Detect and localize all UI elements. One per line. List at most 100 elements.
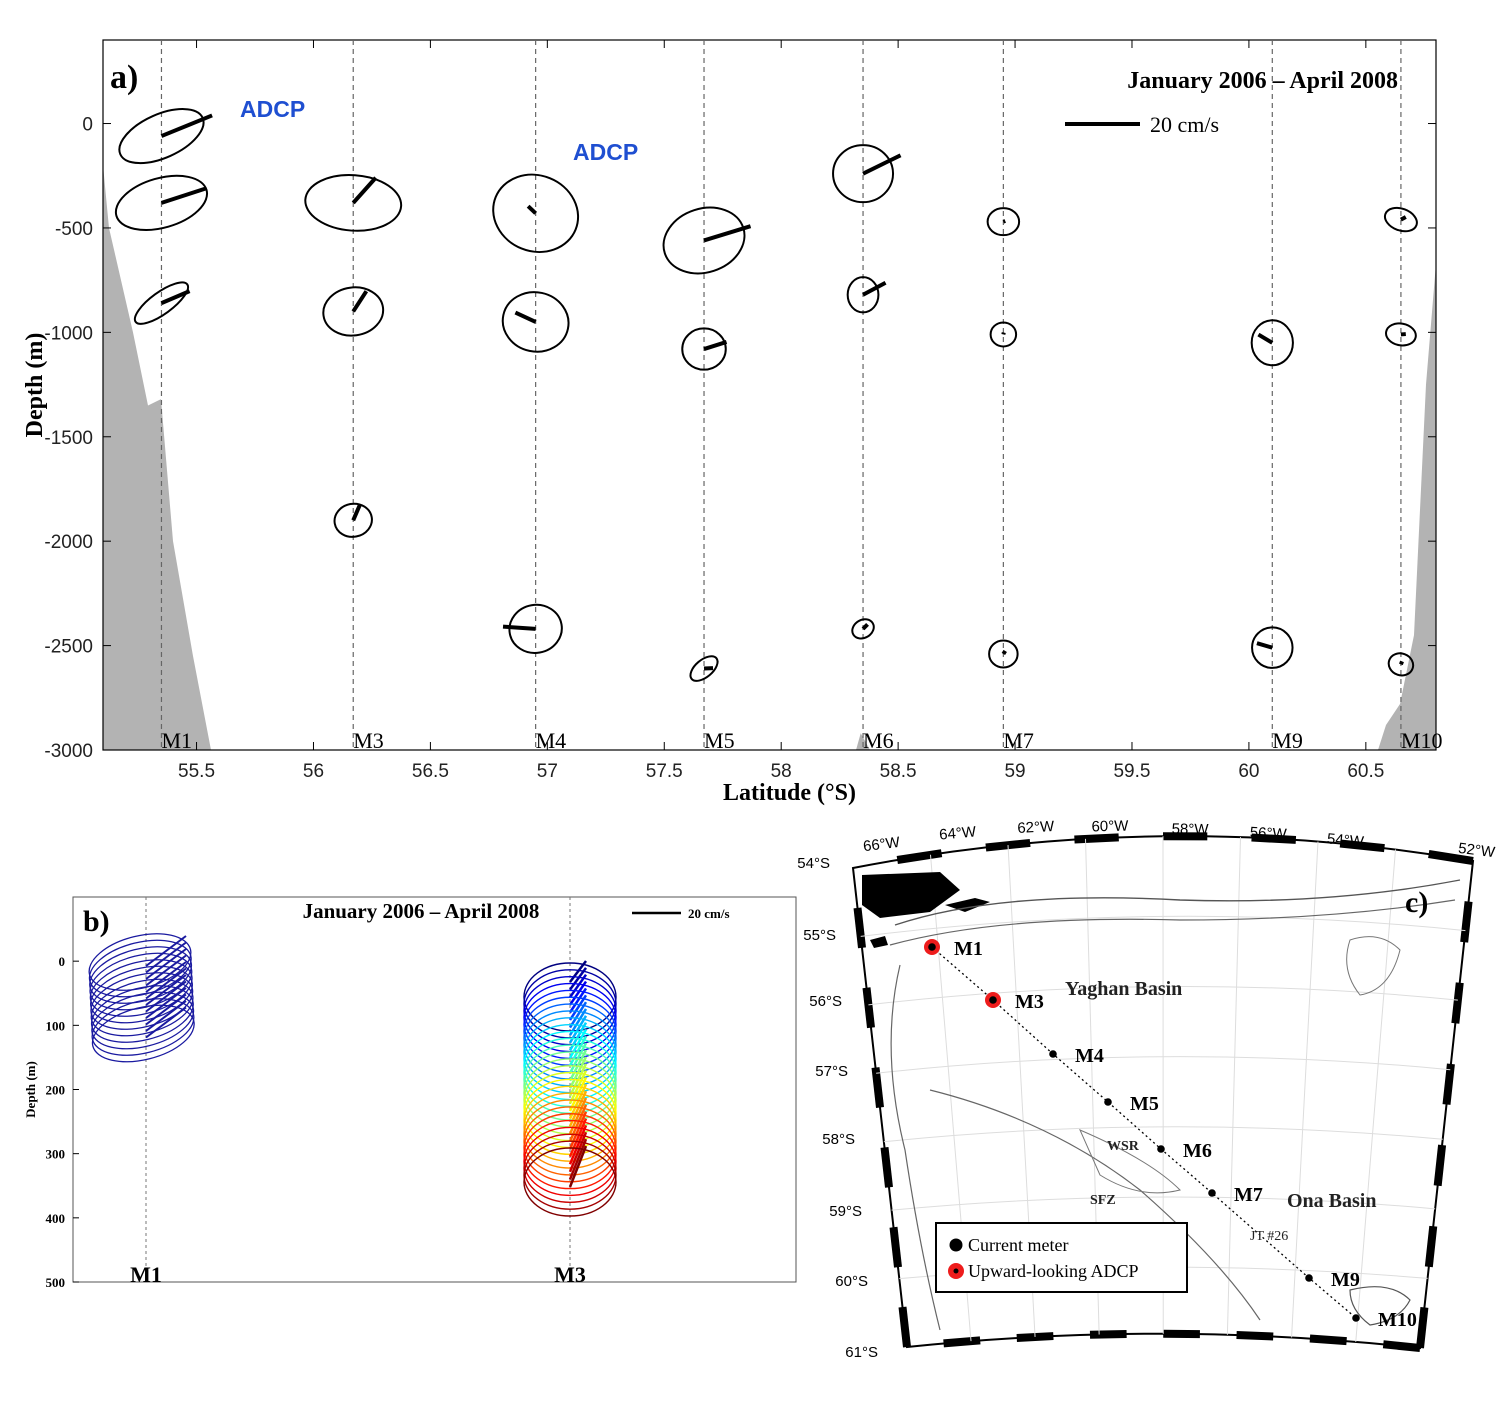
bathymetry-contour bbox=[1079, 1129, 1181, 1194]
bathymetry-left bbox=[103, 165, 211, 750]
graticule-line bbox=[1291, 841, 1319, 1338]
ellipse-stack-m3 bbox=[523, 1099, 617, 1169]
ellipse-stack-m3 bbox=[523, 1051, 617, 1121]
vector-stack-m3 bbox=[568, 1104, 588, 1142]
station-marker bbox=[928, 943, 936, 951]
y-tick-label: -2000 bbox=[44, 532, 93, 553]
variance-ellipse-m9 bbox=[1250, 319, 1294, 367]
variance-ellipse-m5 bbox=[681, 327, 727, 371]
ellipse-stack-m1 bbox=[90, 985, 194, 1043]
vector-stack-m3 bbox=[568, 1131, 588, 1173]
ellipse-stack-m3 bbox=[523, 976, 617, 1046]
place-label: SFZ bbox=[1090, 1193, 1116, 1208]
vector-stack-m3 bbox=[568, 1118, 588, 1158]
map-border-segment bbox=[862, 987, 875, 1029]
mooring-label-m6: M6 bbox=[863, 728, 894, 753]
graticule-line bbox=[930, 854, 972, 1342]
y-tick-label: 0 bbox=[82, 115, 93, 136]
tierra-del-fuego-land bbox=[862, 872, 960, 918]
adcp-label-1: ADCP bbox=[240, 96, 305, 122]
ellipse-stack-m3 bbox=[523, 1140, 617, 1210]
mean-velocity-vector-m7 bbox=[1002, 219, 1006, 224]
vector-stack-m1 bbox=[145, 993, 187, 1026]
legend-adcp-marker bbox=[948, 1263, 964, 1279]
adcp-label-2: ADCP bbox=[573, 139, 638, 165]
x-tick-label: 60.5 bbox=[1347, 761, 1384, 782]
x-tick-label: 57.5 bbox=[646, 761, 683, 782]
map-frame bbox=[851, 835, 1475, 1350]
map-border-segment bbox=[896, 849, 943, 864]
y-tick-label-b: 200 bbox=[46, 1083, 66, 1098]
mean-velocity-vector-m4 bbox=[526, 204, 538, 215]
axes-frame bbox=[102, 39, 1437, 751]
panel-label-c: c) bbox=[1405, 886, 1428, 919]
variance-ellipse-m7 bbox=[989, 321, 1018, 348]
graticule-line bbox=[1355, 849, 1396, 1342]
mooring-label-m4: M4 bbox=[536, 728, 567, 753]
x-tick-label: 56 bbox=[303, 761, 324, 782]
map-border-segment bbox=[1433, 1144, 1447, 1187]
variance-ellipse-m10 bbox=[1387, 652, 1415, 677]
mean-velocity-vector-m4 bbox=[502, 624, 536, 631]
vector-stack-m3 bbox=[568, 1124, 588, 1165]
mean-velocity-vector-m6 bbox=[862, 153, 902, 176]
mean-velocity-vector-m9 bbox=[1257, 332, 1274, 345]
vector-stack-m3 bbox=[568, 980, 588, 1006]
map-border-segment bbox=[898, 1306, 911, 1348]
mooring-label-b: M1 bbox=[130, 1262, 162, 1287]
station-label: M7 bbox=[1234, 1184, 1263, 1206]
y-axis-label-b: Depth (m) bbox=[23, 1061, 38, 1118]
station-label: M1 bbox=[954, 938, 983, 960]
x-tick-label: 57 bbox=[537, 761, 558, 782]
ellipse-stack-m3 bbox=[523, 1065, 617, 1135]
ellipse-stack-m1 bbox=[91, 998, 195, 1056]
ellipse-stack-m3 bbox=[523, 1071, 617, 1142]
vector-stack-m3 bbox=[568, 1056, 588, 1089]
bathymetry-contour bbox=[1346, 936, 1401, 996]
ellipse-stack-m3 bbox=[523, 982, 617, 1053]
vector-stack-m1 bbox=[145, 948, 187, 980]
lon-label: 52°W bbox=[1457, 840, 1496, 861]
mooring-label-m3: M3 bbox=[353, 728, 384, 753]
variance-ellipse-m10 bbox=[1383, 206, 1418, 233]
panel-label-a: a) bbox=[110, 59, 138, 96]
ellipse-stack-m3 bbox=[523, 1106, 617, 1176]
map-border-segment bbox=[1339, 839, 1385, 853]
map-border-segment bbox=[1309, 1334, 1347, 1346]
place-label: WSR bbox=[1107, 1139, 1140, 1154]
vector-stack-m1 bbox=[145, 967, 187, 1000]
vector-stack-m3 bbox=[568, 1138, 588, 1180]
axes-frame-b bbox=[72, 896, 797, 1283]
y-tick-label: -1000 bbox=[44, 323, 93, 344]
ellipse-stack-m3 bbox=[523, 1037, 617, 1108]
ellipse-stack-m3 bbox=[523, 1147, 617, 1217]
vector-stack-m3 bbox=[568, 1015, 588, 1044]
ellipse-stack-m3 bbox=[523, 996, 617, 1066]
ellipse-stack-m3 bbox=[523, 1023, 617, 1094]
y-tick-label: -500 bbox=[55, 219, 93, 240]
chart-title-b: January 2006 – April 2008 bbox=[303, 899, 540, 923]
graticule-line bbox=[1007, 845, 1036, 1337]
legend-adcp-center bbox=[953, 1268, 959, 1274]
station-marker bbox=[1305, 1274, 1313, 1282]
graticule-line bbox=[876, 1056, 1451, 1074]
map-border-segment bbox=[880, 1146, 893, 1188]
map-border-segment bbox=[1016, 1332, 1054, 1342]
adcp-marker bbox=[985, 992, 1001, 1008]
ellipse-stack-m3 bbox=[523, 1010, 617, 1080]
bathymetry-contour bbox=[890, 964, 941, 1331]
vector-stack-m1 bbox=[145, 1006, 187, 1039]
mean-velocity-vector-m5 bbox=[703, 340, 728, 351]
station-marker bbox=[1104, 1098, 1112, 1106]
vector-stack-m3 bbox=[568, 1097, 588, 1135]
station-marker bbox=[1049, 1050, 1057, 1058]
variance-ellipse-m3 bbox=[322, 286, 385, 337]
mooring-label-m10: M10 bbox=[1401, 728, 1443, 753]
lon-label: 60°W bbox=[1091, 818, 1129, 836]
vector-stack-m1 bbox=[145, 935, 187, 967]
lon-label: 54°W bbox=[1326, 830, 1365, 850]
lon-label: 62°W bbox=[1017, 818, 1056, 837]
variance-ellipse-m1 bbox=[133, 281, 190, 325]
mean-velocity-vector-m1 bbox=[160, 289, 191, 305]
vector-stack-m3 bbox=[568, 1070, 588, 1105]
